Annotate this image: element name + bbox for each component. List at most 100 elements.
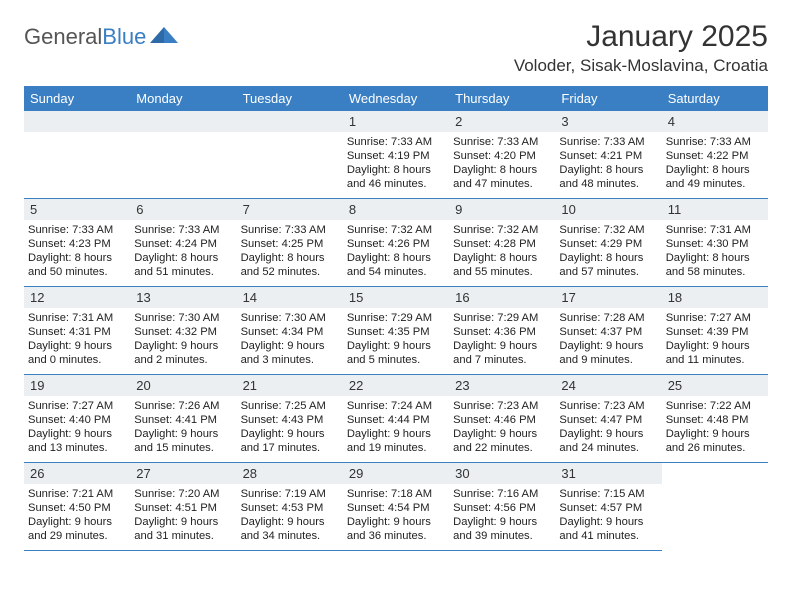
day-number: 16 [449, 287, 555, 308]
day-number: 20 [130, 375, 236, 396]
sunrise-line: Sunrise: 7:33 AM [666, 135, 764, 149]
daylight-line: Daylight: 8 hours and 52 minutes. [241, 251, 339, 279]
day-number: 31 [555, 463, 661, 484]
sunset-line: Sunset: 4:47 PM [559, 413, 657, 427]
sunrise-line: Sunrise: 7:32 AM [559, 223, 657, 237]
sunrise-line: Sunrise: 7:31 AM [666, 223, 764, 237]
day-number [24, 111, 130, 132]
sunrise-line: Sunrise: 7:23 AM [559, 399, 657, 413]
weekday-label: Monday [130, 86, 236, 111]
sunrise-line: Sunrise: 7:32 AM [453, 223, 551, 237]
sunset-line: Sunset: 4:57 PM [559, 501, 657, 515]
daylight-line: Daylight: 8 hours and 54 minutes. [347, 251, 445, 279]
calendar-cell: 11Sunrise: 7:31 AMSunset: 4:30 PMDayligh… [662, 199, 768, 287]
calendar-cell-empty [237, 111, 343, 199]
sunset-line: Sunset: 4:36 PM [453, 325, 551, 339]
daylight-line: Daylight: 9 hours and 9 minutes. [559, 339, 657, 367]
sunset-line: Sunset: 4:32 PM [134, 325, 232, 339]
sunrise-line: Sunrise: 7:29 AM [453, 311, 551, 325]
daylight-line: Daylight: 8 hours and 50 minutes. [28, 251, 126, 279]
day-number: 17 [555, 287, 661, 308]
sunset-line: Sunset: 4:26 PM [347, 237, 445, 251]
day-number [130, 111, 236, 132]
sunset-line: Sunset: 4:23 PM [28, 237, 126, 251]
day-number: 19 [24, 375, 130, 396]
calendar-cell: 14Sunrise: 7:30 AMSunset: 4:34 PMDayligh… [237, 287, 343, 375]
daylight-line: Daylight: 9 hours and 3 minutes. [241, 339, 339, 367]
day-number: 30 [449, 463, 555, 484]
sunset-line: Sunset: 4:54 PM [347, 501, 445, 515]
sunset-line: Sunset: 4:51 PM [134, 501, 232, 515]
sunrise-line: Sunrise: 7:32 AM [347, 223, 445, 237]
day-number: 10 [555, 199, 661, 220]
daylight-line: Daylight: 8 hours and 58 minutes. [666, 251, 764, 279]
weekday-label: Wednesday [343, 86, 449, 111]
sunset-line: Sunset: 4:29 PM [559, 237, 657, 251]
sunset-line: Sunset: 4:19 PM [347, 149, 445, 163]
weekday-label: Tuesday [237, 86, 343, 111]
calendar-cell-empty [130, 111, 236, 199]
calendar-cell: 1Sunrise: 7:33 AMSunset: 4:19 PMDaylight… [343, 111, 449, 199]
sunset-line: Sunset: 4:39 PM [666, 325, 764, 339]
page-header: GeneralBlue January 2025 Voloder, Sisak-… [24, 20, 768, 76]
calendar-cell: 2Sunrise: 7:33 AMSunset: 4:20 PMDaylight… [449, 111, 555, 199]
calendar-cell-empty [24, 111, 130, 199]
calendar-body: 1Sunrise: 7:33 AMSunset: 4:19 PMDaylight… [24, 111, 768, 551]
daylight-line: Daylight: 9 hours and 7 minutes. [453, 339, 551, 367]
month-title: January 2025 [514, 20, 768, 54]
day-number [237, 111, 343, 132]
weekday-label: Friday [555, 86, 661, 111]
sunset-line: Sunset: 4:24 PM [134, 237, 232, 251]
sunset-line: Sunset: 4:46 PM [453, 413, 551, 427]
day-number: 29 [343, 463, 449, 484]
daylight-line: Daylight: 9 hours and 36 minutes. [347, 515, 445, 543]
daylight-line: Daylight: 9 hours and 19 minutes. [347, 427, 445, 455]
sunrise-line: Sunrise: 7:33 AM [134, 223, 232, 237]
sunrise-line: Sunrise: 7:24 AM [347, 399, 445, 413]
daylight-line: Daylight: 9 hours and 0 minutes. [28, 339, 126, 367]
day-number: 6 [130, 199, 236, 220]
day-number: 5 [24, 199, 130, 220]
sunset-line: Sunset: 4:20 PM [453, 149, 551, 163]
sunset-line: Sunset: 4:48 PM [666, 413, 764, 427]
sunrise-line: Sunrise: 7:28 AM [559, 311, 657, 325]
calendar-cell: 7Sunrise: 7:33 AMSunset: 4:25 PMDaylight… [237, 199, 343, 287]
sunrise-line: Sunrise: 7:23 AM [453, 399, 551, 413]
calendar-cell: 15Sunrise: 7:29 AMSunset: 4:35 PMDayligh… [343, 287, 449, 375]
sunset-line: Sunset: 4:21 PM [559, 149, 657, 163]
calendar-cell: 16 Sunrise: 7:29 AMSunset: 4:36 PMDayligh… [449, 287, 555, 375]
calendar-cell: 19Sunrise: 7:27 AMSunset: 4:40 PMDayligh… [24, 375, 130, 463]
calendar-cell: 24Sunrise: 7:23 AMSunset: 4:47 PMDayligh… [555, 375, 661, 463]
sunrise-line: Sunrise: 7:30 AM [241, 311, 339, 325]
calendar-cell: 13Sunrise: 7:30 AMSunset: 4:32 PMDayligh… [130, 287, 236, 375]
sunrise-line: Sunrise: 7:25 AM [241, 399, 339, 413]
day-number: 12 [24, 287, 130, 308]
daylight-line: Daylight: 9 hours and 26 minutes. [666, 427, 764, 455]
sunrise-line: Sunrise: 7:30 AM [134, 311, 232, 325]
sunrise-line: Sunrise: 7:33 AM [453, 135, 551, 149]
logo: GeneralBlue [24, 24, 178, 50]
calendar-weekday-header: SundayMondayTuesdayWednesdayThursdayFrid… [24, 86, 768, 111]
day-number: 14 [237, 287, 343, 308]
calendar-cell: 23Sunrise: 7:23 AMSunset: 4:46 PMDayligh… [449, 375, 555, 463]
day-number: 24 [555, 375, 661, 396]
sunrise-line: Sunrise: 7:16 AM [453, 487, 551, 501]
weekday-label: Thursday [449, 86, 555, 111]
daylight-line: Daylight: 9 hours and 13 minutes. [28, 427, 126, 455]
logo-triangle-icon [150, 25, 178, 50]
calendar-cell: 12Sunrise: 7:31 AMSunset: 4:31 PMDayligh… [24, 287, 130, 375]
calendar-cell: 28Sunrise: 7:19 AMSunset: 4:53 PMDayligh… [237, 463, 343, 551]
daylight-line: Daylight: 8 hours and 48 minutes. [559, 163, 657, 191]
calendar-cell: 17Sunrise: 7:28 AMSunset: 4:37 PMDayligh… [555, 287, 661, 375]
calendar-cell: 25Sunrise: 7:22 AMSunset: 4:48 PMDayligh… [662, 375, 768, 463]
daylight-line: Daylight: 9 hours and 22 minutes. [453, 427, 551, 455]
sunrise-line: Sunrise: 7:26 AM [134, 399, 232, 413]
day-number: 26 [24, 463, 130, 484]
day-number: 2 [449, 111, 555, 132]
calendar-cell: 30Sunrise: 7:16 AMSunset: 4:56 PMDayligh… [449, 463, 555, 551]
day-number: 9 [449, 199, 555, 220]
day-number: 25 [662, 375, 768, 396]
title-block: January 2025 Voloder, Sisak-Moslavina, C… [514, 20, 768, 76]
daylight-line: Daylight: 8 hours and 51 minutes. [134, 251, 232, 279]
calendar-cell: 27Sunrise: 7:20 AMSunset: 4:51 PMDayligh… [130, 463, 236, 551]
